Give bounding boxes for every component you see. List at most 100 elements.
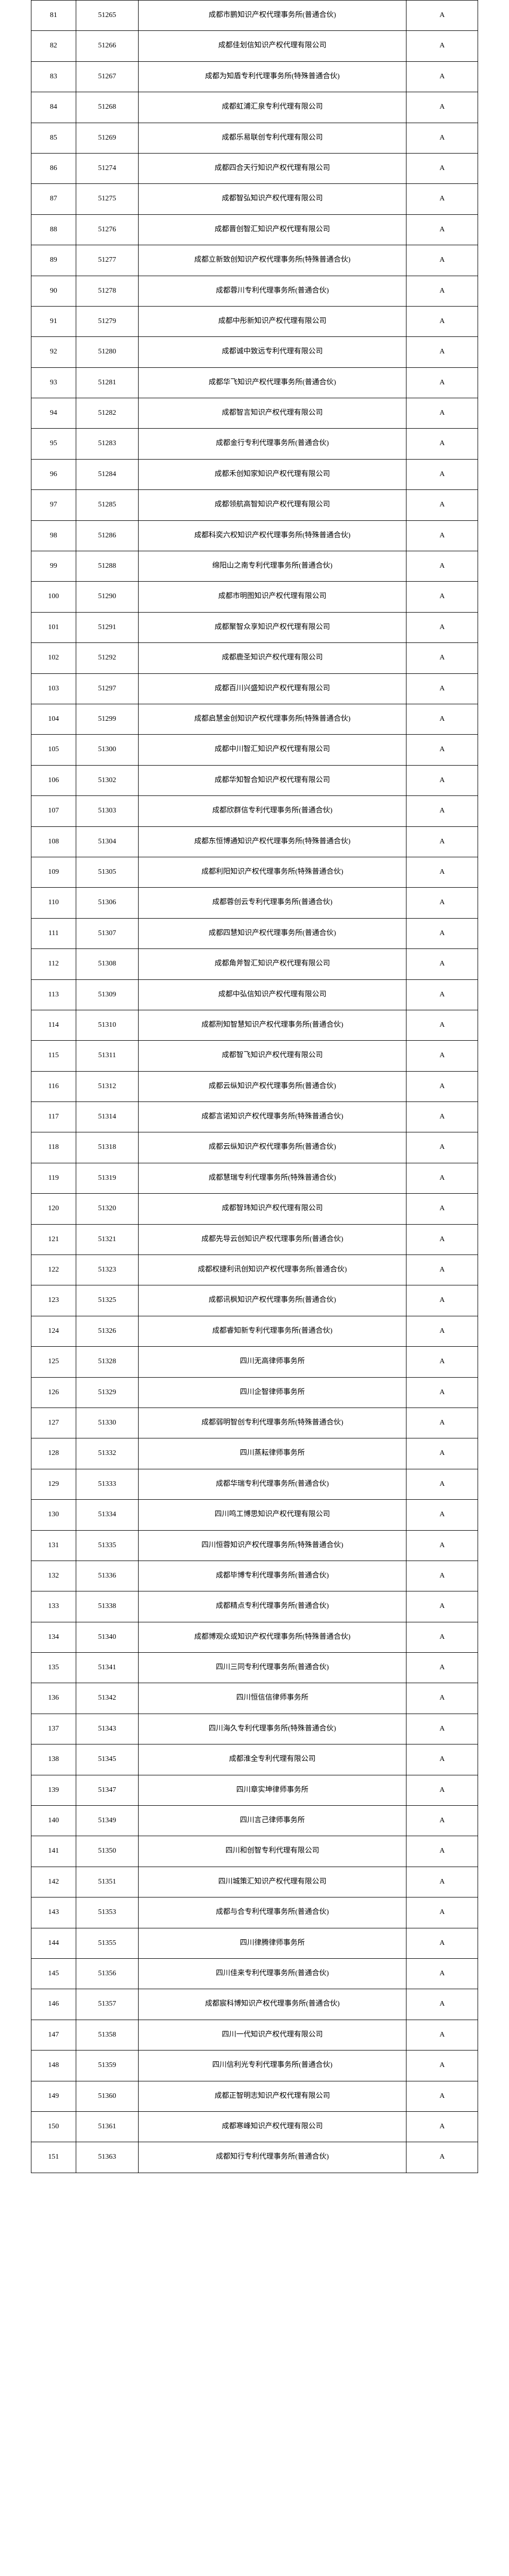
table-row: 9051278成都蓉川专利代理事务所(普通合伙)A [31, 276, 478, 306]
table-row: 10351297成都百川兴盛知识产权代理有限公司A [31, 673, 478, 704]
row-name: 成都言诺知识产权代理事务所(特殊普通合伙) [139, 1102, 406, 1132]
row-grade: A [406, 1224, 478, 1255]
table-row: 11851318成都云纵知识产权代理事务所(普通合伙)A [31, 1132, 478, 1163]
row-index: 137 [31, 1714, 76, 1744]
table-row: 14551356四川佳来专利代理事务所(普通合伙)A [31, 1959, 478, 1989]
row-index: 124 [31, 1316, 76, 1346]
row-grade: A [406, 1622, 478, 1652]
row-index: 82 [31, 31, 76, 61]
row-index: 103 [31, 673, 76, 704]
row-code: 51282 [76, 398, 138, 429]
row-name: 成都市鹏知识产权代理事务所(普通合伙) [139, 1, 406, 31]
table-row: 10251292成都鹿圣知识产权代理有限公司A [31, 643, 478, 673]
row-grade: A [406, 184, 478, 214]
table-row: 10051290成都市明图知识产权代理有限公司A [31, 582, 478, 612]
row-grade: A [406, 1347, 478, 1377]
row-name: 成都百川兴盛知识产权代理有限公司 [139, 673, 406, 704]
row-index: 150 [31, 2111, 76, 2142]
row-grade: A [406, 612, 478, 642]
row-name: 成都中弘信知识产权代理有限公司 [139, 979, 406, 1010]
row-name: 成都毕博专利代理事务所(普通合伙) [139, 1561, 406, 1591]
row-code: 51288 [76, 551, 138, 582]
row-index: 132 [31, 1561, 76, 1591]
row-name: 四川恒信信律师事务所 [139, 1683, 406, 1714]
row-name: 成都宸科博知识产权代理事务所(普通合伙) [139, 1989, 406, 2020]
row-code: 51311 [76, 1041, 138, 1071]
row-index: 147 [31, 2020, 76, 2050]
row-name: 成都权捷利讯创知识产权代理事务所(普通合伙) [139, 1255, 406, 1285]
table-row: 8951277成都立新致创知识产权代理事务所(特殊普通合伙)A [31, 245, 478, 276]
row-index: 99 [31, 551, 76, 582]
row-index: 86 [31, 153, 76, 183]
table-row: 13651342四川恒信信律师事务所A [31, 1683, 478, 1714]
table-row: 11351309成都中弘信知识产权代理有限公司A [31, 979, 478, 1010]
row-grade: A [406, 1836, 478, 1867]
row-code: 51334 [76, 1500, 138, 1530]
table-row: 8851276成都晋创智汇知识产权代理有限公司A [31, 214, 478, 245]
row-index: 105 [31, 735, 76, 765]
row-index: 130 [31, 1500, 76, 1530]
row-name: 四川海久专利代理事务所(特殊普通合伙) [139, 1714, 406, 1744]
row-grade: A [406, 92, 478, 123]
table-row: 11551311成都智飞知识产权代理有限公司A [31, 1041, 478, 1071]
table-row: 8351267成都为知盾专利代理事务所(特殊普通合伙)A [31, 61, 478, 92]
row-index: 141 [31, 1836, 76, 1867]
table-row: 11051306成都蓉创云专利代理事务所(普通合伙)A [31, 888, 478, 918]
row-grade: A [406, 2142, 478, 2173]
row-name: 成都东恒博通知识产权代理事务所(特殊普通合伙) [139, 826, 406, 857]
row-grade: A [406, 1071, 478, 1101]
row-name: 四川章实坤律师事务所 [139, 1775, 406, 1805]
row-grade: A [406, 1561, 478, 1591]
table-row: 8551269成都乐易联创专利代理有限公司A [31, 123, 478, 153]
row-index: 146 [31, 1989, 76, 2020]
table-row: 12551328四川无高律师事务所A [31, 1347, 478, 1377]
row-name: 成都乐易联创专利代理有限公司 [139, 123, 406, 153]
row-index: 100 [31, 582, 76, 612]
row-index: 107 [31, 796, 76, 826]
table-row: 14851359四川信利光专利代理事务所(普通合伙)A [31, 2050, 478, 2081]
row-grade: A [406, 1806, 478, 1836]
table-row: 9951288绵阳山之南专利代理事务所(普通合伙)A [31, 551, 478, 582]
table-row: 15051361成都寒峰知识产权代理有限公司A [31, 2111, 478, 2142]
row-name: 四川一代知识产权代理有限公司 [139, 2020, 406, 2050]
row-name: 绵阳山之南专利代理事务所(普通合伙) [139, 551, 406, 582]
row-index: 115 [31, 1041, 76, 1071]
row-code: 51291 [76, 612, 138, 642]
table-row: 9651284成都禾创知家知识产权代理有限公司A [31, 459, 478, 489]
row-index: 122 [31, 1255, 76, 1285]
table-row: 14451355四川律腾律师事务所A [31, 1928, 478, 1958]
row-index: 112 [31, 949, 76, 979]
row-index: 91 [31, 306, 76, 336]
row-code: 51267 [76, 61, 138, 92]
row-code: 51300 [76, 735, 138, 765]
row-index: 90 [31, 276, 76, 306]
table-row: 12151321成都先导云创知识产权代理事务所(普通合伙)A [31, 1224, 478, 1255]
row-grade: A [406, 1316, 478, 1346]
row-grade: A [406, 1194, 478, 1224]
row-name: 成都华飞知识产权代理事务所(普通合伙) [139, 367, 406, 398]
row-index: 84 [31, 92, 76, 123]
row-name: 成都华瑞专利代理事务所(普通合伙) [139, 1469, 406, 1499]
row-index: 148 [31, 2050, 76, 2081]
row-grade: A [406, 1530, 478, 1561]
row-code: 51358 [76, 2020, 138, 2050]
row-code: 51305 [76, 857, 138, 887]
row-name: 成都晋创智汇知识产权代理有限公司 [139, 214, 406, 245]
row-name: 四川三同专利代理事务所(普通合伙) [139, 1653, 406, 1683]
row-code: 51310 [76, 1010, 138, 1040]
table-row: 13851345成都淮全专利代理有限公司A [31, 1744, 478, 1775]
row-grade: A [406, 1653, 478, 1683]
row-code: 51283 [76, 429, 138, 459]
table-row: 10951305成都利阳知识产权代理事务所(特殊普通合伙)A [31, 857, 478, 887]
row-code: 51351 [76, 1867, 138, 1897]
table-row: 13351338成都精点专利代理事务所(普通合伙)A [31, 1591, 478, 1622]
row-grade: A [406, 551, 478, 582]
row-index: 106 [31, 765, 76, 795]
row-code: 51328 [76, 1347, 138, 1377]
row-name: 成都精点专利代理事务所(普通合伙) [139, 1591, 406, 1622]
row-index: 121 [31, 1224, 76, 1255]
row-name: 成都聚智众享知识产权代理有限公司 [139, 612, 406, 642]
table-row: 13451340成都博观众或知识产权代理事务所(特殊普通合伙)A [31, 1622, 478, 1652]
table-row: 13051334四川鸣工博思知识产权代理有限公司A [31, 1500, 478, 1530]
table-row: 9151279成都中彤新知识产权代理有限公司A [31, 306, 478, 336]
